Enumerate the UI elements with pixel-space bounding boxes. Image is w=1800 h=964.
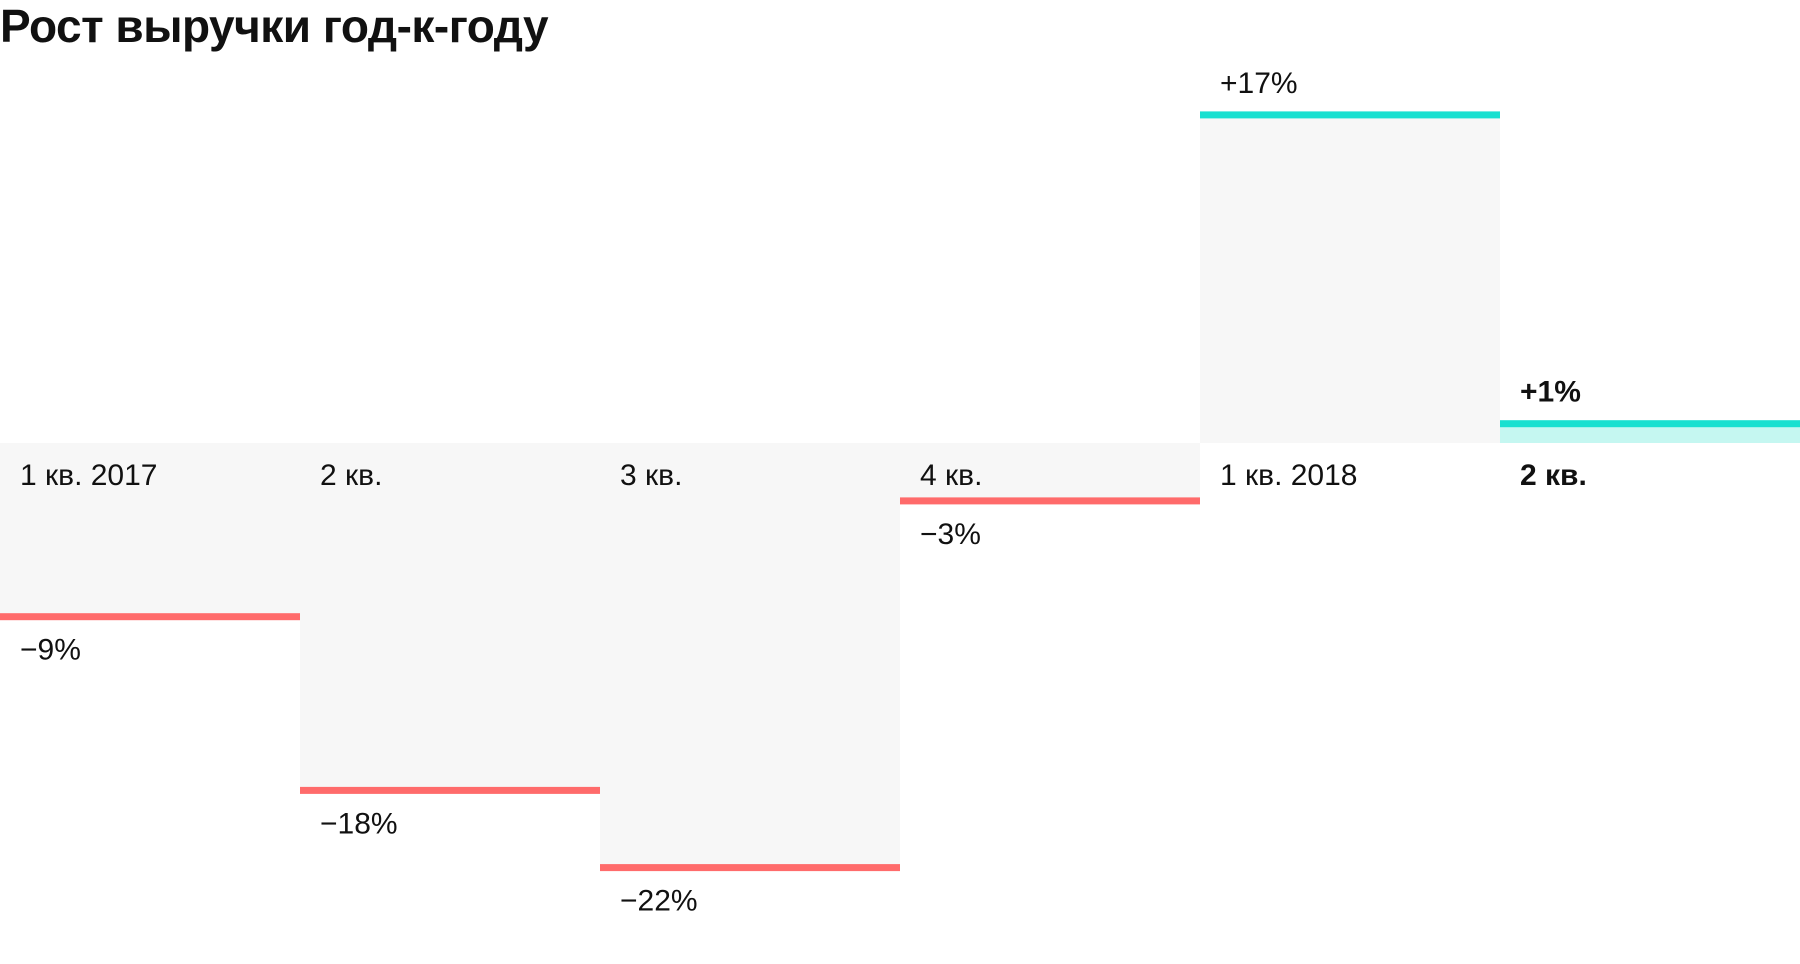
bar-value-line-4 <box>900 497 1200 505</box>
value-label-5: +17% <box>1220 67 1298 100</box>
bar-value-line-1 <box>0 613 300 621</box>
category-label-6: 2 кв. <box>1520 459 1587 492</box>
value-label-4: −3% <box>920 518 981 551</box>
category-label-5: 1 кв. 2018 <box>1220 459 1358 492</box>
bar-fill-2 <box>300 443 600 791</box>
category-label-1: 1 кв. 2017 <box>20 459 158 492</box>
bar-fill-1 <box>0 443 300 617</box>
bar-value-line-5 <box>1200 111 1500 119</box>
bar-fill-5 <box>1200 114 1500 444</box>
bar-fill-6 <box>1500 423 1800 443</box>
value-label-2: −18% <box>320 807 398 840</box>
labels-layer: −9% 1 кв. 2017 −18% 2 кв. −22% 3 кв. −3% 4 кв. +… <box>20 67 1587 918</box>
category-label-2: 2 кв. <box>320 459 382 492</box>
category-label-3: 3 кв. <box>620 459 682 492</box>
category-label-4: 4 кв. <box>920 459 982 492</box>
value-label-1: −9% <box>20 634 81 667</box>
bar-fill-3 <box>600 443 900 868</box>
bar-value-line-3 <box>600 864 900 872</box>
bar-fill-4 <box>900 443 1200 501</box>
bar-value-line-2 <box>300 786 600 794</box>
value-label-6: +1% <box>1520 376 1581 409</box>
bars-layer <box>0 111 1800 872</box>
value-label-3: −22% <box>620 885 698 918</box>
chart-title: Рост выручки год-к-году <box>0 0 549 52</box>
bar-value-line-6 <box>1500 420 1800 428</box>
